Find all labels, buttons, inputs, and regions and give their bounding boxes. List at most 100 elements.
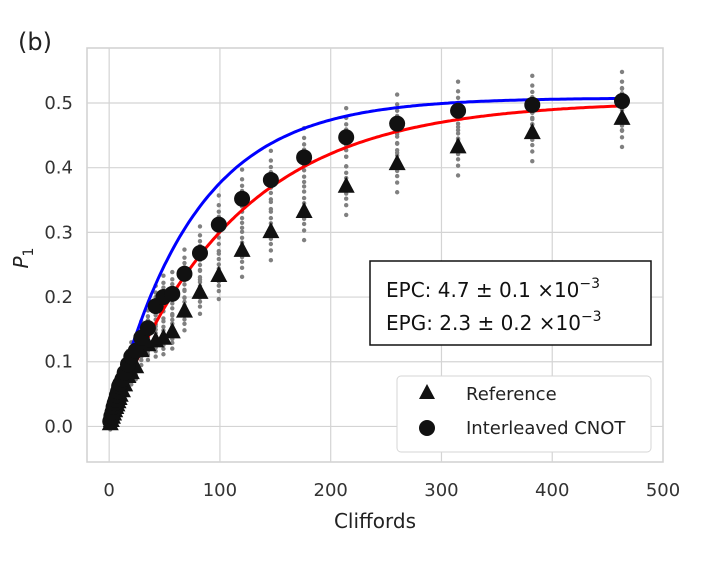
interleaved-circle-marker <box>234 190 251 207</box>
reference-triangle-marker <box>613 108 631 125</box>
legend-triangle-icon <box>419 384 435 399</box>
interleaved-circle-marker <box>176 265 193 282</box>
raw-point <box>455 121 461 126</box>
raw-point <box>170 281 175 287</box>
raw-point <box>268 241 274 247</box>
raw-point <box>145 357 151 363</box>
raw-point <box>139 357 144 363</box>
raw-point <box>455 127 461 133</box>
raw-point <box>161 324 166 330</box>
x-axis-label: Cliffords <box>334 509 416 533</box>
fit-annotation-box: EPC: 4.7 ± 0.1 ×10−3 EPG: 2.3 ± 0.2 ×10−… <box>369 260 652 346</box>
epg-exponent: −3 <box>581 309 602 325</box>
raw-point <box>394 108 400 113</box>
raw-point <box>182 255 187 260</box>
mean-markers <box>101 93 631 431</box>
raw-point <box>170 277 175 282</box>
raw-point <box>268 248 274 253</box>
reference-triangle-marker <box>163 322 181 339</box>
interleaved-circle-marker <box>262 171 279 188</box>
raw-point <box>216 251 222 256</box>
raw-point <box>619 85 625 91</box>
reference-triangle-marker <box>154 328 172 345</box>
interleaved-circle-marker <box>296 149 313 166</box>
raw-point <box>301 174 307 179</box>
epg-text: EPG: 2.3 ± 0.2 ×10−3 <box>386 309 602 335</box>
raw-point <box>268 148 274 154</box>
reference-triangle-marker <box>523 123 541 140</box>
x-tick-label: 400 <box>535 480 569 501</box>
x-tick-label: 300 <box>424 480 458 501</box>
raw-point <box>216 202 222 208</box>
raw-point <box>455 131 461 136</box>
raw-point <box>182 247 187 252</box>
raw-point <box>182 328 187 333</box>
interleaved-circle-marker <box>164 285 181 302</box>
raw-point <box>455 95 461 101</box>
raw-point <box>197 304 203 309</box>
raw-point <box>530 115 535 121</box>
raw-point <box>161 280 166 286</box>
raw-point <box>619 135 625 140</box>
raw-point <box>268 215 274 221</box>
legend-label-reference: Reference <box>466 384 557 405</box>
raw-point <box>344 122 349 127</box>
raw-point <box>161 316 166 321</box>
raw-point <box>216 262 222 267</box>
raw-point <box>619 79 625 84</box>
raw-point <box>170 313 175 318</box>
y-axis-label-subscript: 1 <box>21 248 37 257</box>
raw-point <box>268 164 274 170</box>
raw-point <box>239 274 245 280</box>
raw-point <box>394 134 400 139</box>
raw-point <box>197 299 203 304</box>
interleaved-circle-marker <box>139 320 156 337</box>
y-axis-label: P1 <box>9 248 37 269</box>
raw-point <box>153 354 158 359</box>
raw-point <box>197 262 203 268</box>
raw-point <box>216 256 222 262</box>
raw-point <box>182 287 187 293</box>
raw-point <box>344 212 349 218</box>
raw-point <box>268 190 274 196</box>
raw-point <box>530 73 535 79</box>
raw-point <box>161 273 166 278</box>
raw-point <box>394 173 400 179</box>
raw-point <box>170 306 175 311</box>
raw-point <box>239 229 245 235</box>
raw-point <box>239 183 245 188</box>
y-tick-label: 0.1 <box>44 352 73 373</box>
x-tick-label: 100 <box>203 480 237 501</box>
raw-point <box>301 228 307 233</box>
interleaved-circle-marker <box>338 129 355 146</box>
interleaved-circle-marker <box>524 96 541 113</box>
raw-point <box>197 311 203 317</box>
raw-point <box>394 150 400 155</box>
y-axis-label-main: P <box>9 255 33 268</box>
raw-point <box>344 196 349 201</box>
raw-point <box>145 314 151 319</box>
raw-point <box>239 265 245 271</box>
reference-triangle-marker <box>449 137 467 154</box>
x-tick-label: 500 <box>646 480 680 501</box>
epc-value: EPC: 4.7 ± 0.1 ×10 <box>386 278 579 302</box>
raw-point <box>455 124 461 130</box>
interleaved-circle-marker <box>127 342 144 359</box>
legend: Reference Interleaved CNOT <box>396 375 652 453</box>
raw-point <box>216 288 222 294</box>
reference-triangle-marker <box>233 240 251 257</box>
raw-point <box>268 206 274 212</box>
raw-point <box>161 285 166 290</box>
raw-point <box>182 260 187 266</box>
legend-label-interleaved: Interleaved CNOT <box>466 418 626 439</box>
raw-point <box>530 83 535 88</box>
raw-point <box>239 167 245 172</box>
raw-point <box>239 220 245 226</box>
y-tick-label: 0.3 <box>44 222 73 243</box>
epg-value: EPG: 2.3 ± 0.2 ×10 <box>386 311 581 335</box>
raw-point <box>170 317 175 323</box>
reference-triangle-marker <box>191 282 209 299</box>
interleaved-circle-marker <box>450 102 467 119</box>
raw-point <box>239 259 245 265</box>
raw-point <box>455 79 461 84</box>
